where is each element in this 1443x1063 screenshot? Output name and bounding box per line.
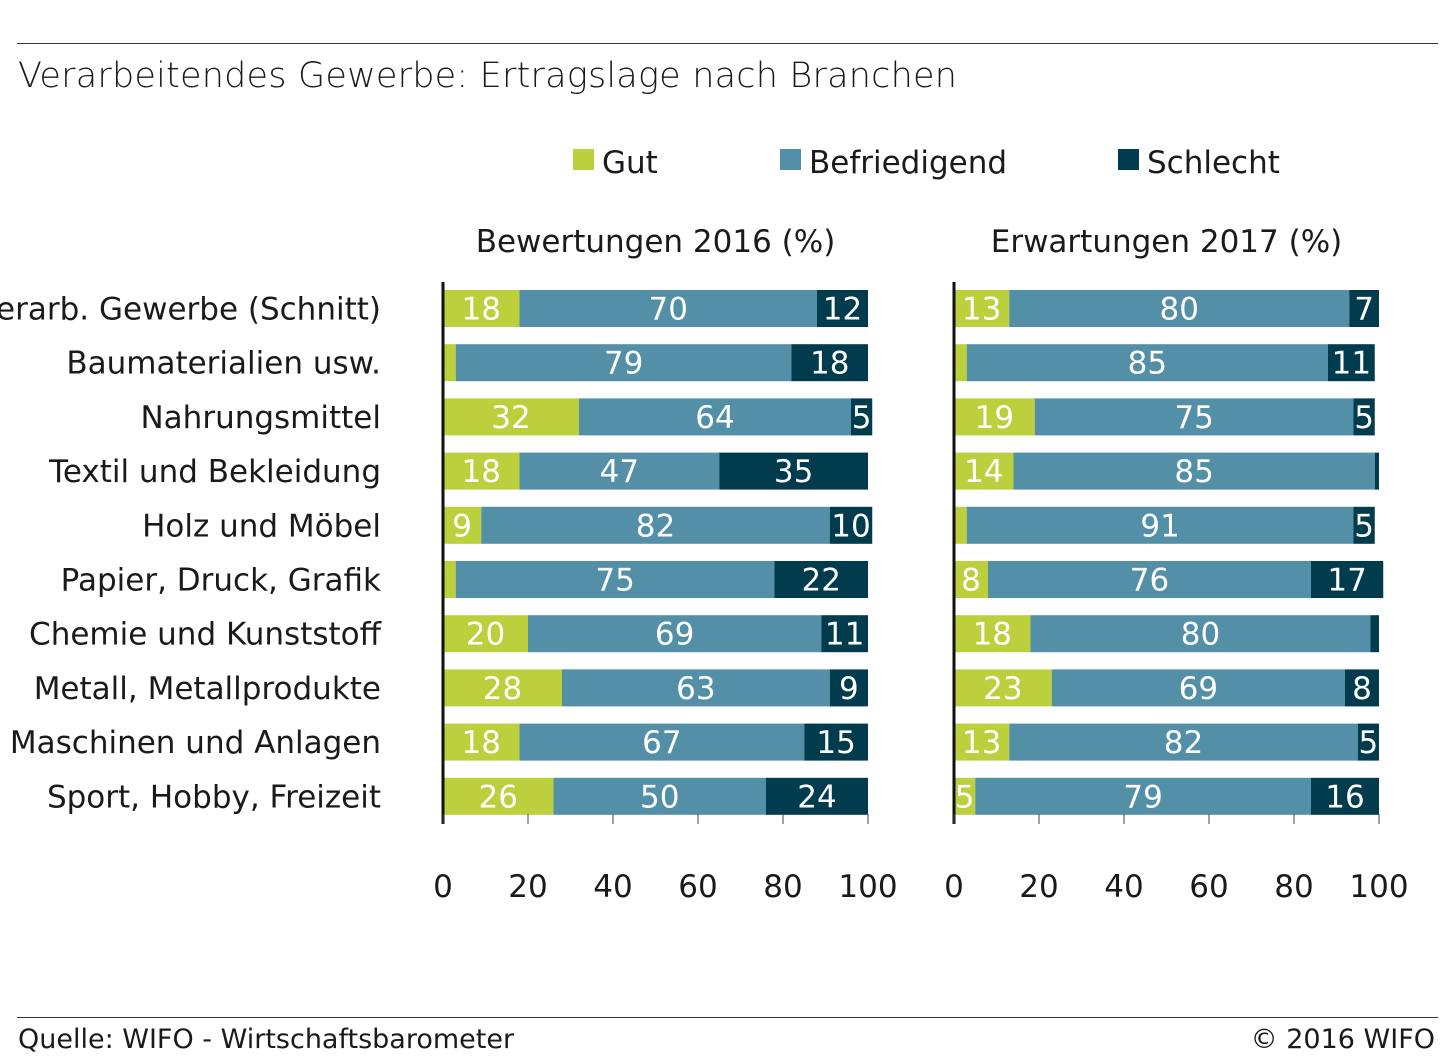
category-label: Metall, Metallprodukte [34,671,381,707]
data-label: 13 [962,725,1001,761]
bar-segment-gut [443,561,456,598]
x-tick-label: 80 [763,869,802,905]
bar-segment-schlecht [1375,453,1379,490]
data-label: 24 [797,779,836,815]
data-label: 8 [1352,671,1372,707]
x-tick-label: 80 [1274,869,1313,905]
x-tick-label: 40 [1104,869,1143,905]
data-label: 8 [961,563,981,599]
data-label: 76 [1130,563,1169,599]
data-label: 18 [462,454,501,490]
category-label: Holz und Möbel [142,508,381,544]
x-tick-label: 0 [944,869,964,905]
x-tick-label: 20 [508,869,547,905]
data-label: 20 [466,617,505,653]
x-tick-label: 20 [1019,869,1058,905]
data-label: 10 [831,508,870,544]
legend-label-gut: Gut [602,145,658,181]
data-label: 17 [1327,563,1366,599]
data-label: 22 [802,563,841,599]
data-label: 5 [955,779,975,815]
data-label: 18 [462,725,501,761]
data-label: 18 [810,346,849,382]
data-label: 16 [1325,779,1364,815]
data-label: 67 [642,725,681,761]
legend-swatch-befriedigend [780,149,801,170]
data-label: 63 [676,671,715,707]
x-tick-label: 100 [838,869,897,905]
data-label: 11 [1332,346,1371,382]
data-label: 79 [1123,779,1162,815]
legend-label-befriedigend: Befriedigend [809,145,1007,181]
data-label: 5 [1359,725,1379,761]
data-label: 80 [1160,292,1199,328]
category-label: Maschinen und Anlagen [10,725,381,761]
data-label: 75 [595,563,634,599]
data-label: 28 [483,671,522,707]
data-label: 14 [964,454,1003,490]
legend-label-schlecht: Schlecht [1147,145,1280,181]
category-label: Textil und Bekleidung [48,454,381,490]
stacked-bar-chart: Gut Befriedigend Schlecht Verarb. Gewerbe (… [0,0,1443,1000]
panel-title: Erwartungen 2017 (%) [991,224,1343,260]
data-label: 9 [452,508,472,544]
x-tick-label: 0 [433,869,453,905]
data-label: 82 [636,508,675,544]
data-label: 79 [604,346,643,382]
data-label: 5 [1354,400,1374,436]
data-label: 50 [640,779,679,815]
category-label: Verarb. Gewerbe (Schnitt) [0,292,381,328]
data-label: 9 [839,671,859,707]
copyright-note: © 2016 WIFO [1251,1024,1435,1055]
bar-segment-gut [954,344,967,381]
bottom-rule [17,1017,1438,1018]
data-label: 32 [491,400,530,436]
data-label: 69 [1179,671,1218,707]
data-label: 19 [975,400,1014,436]
data-label: 85 [1128,346,1167,382]
data-label: 5 [1354,508,1374,544]
legend-swatch-schlecht [1118,149,1139,170]
category-label: Chemie und Kunststoff [29,617,382,653]
data-label: 15 [816,725,855,761]
data-label: 11 [825,617,864,653]
x-tick-label: 40 [593,869,632,905]
x-tick-label: 60 [678,869,717,905]
category-label: Nahrungsmittel [140,400,381,436]
data-label: 91 [1140,508,1179,544]
data-label: 18 [973,617,1012,653]
data-label: 12 [823,292,862,328]
legend-swatch-gut [573,149,594,170]
panel-title: Bewertungen 2016 (%) [476,224,836,260]
category-label: Baumaterialien usw. [66,346,381,382]
data-label: 80 [1181,617,1220,653]
data-label: 75 [1174,400,1213,436]
category-label: Sport, Hobby, Freizeit [47,779,381,815]
x-tick-label: 60 [1189,869,1228,905]
x-tick-label: 100 [1349,869,1408,905]
bar-segment-schlecht [1371,615,1380,652]
data-label: 5 [852,400,872,436]
data-label: 35 [774,454,813,490]
source-note: Quelle: WIFO - Wirtschaftsbarometer [18,1024,514,1055]
bar-segment-gut [954,507,967,544]
data-label: 18 [462,292,501,328]
category-label: Papier, Druck, Grafik [61,563,381,599]
data-label: 82 [1164,725,1203,761]
data-label: 85 [1174,454,1213,490]
data-label: 23 [983,671,1022,707]
data-label: 70 [649,292,688,328]
data-label: 69 [655,617,694,653]
data-label: 64 [695,400,734,436]
data-label: 47 [600,454,639,490]
data-label: 26 [479,779,518,815]
bar-segment-gut [443,344,456,381]
data-label: 7 [1354,292,1374,328]
data-label: 13 [962,292,1001,328]
